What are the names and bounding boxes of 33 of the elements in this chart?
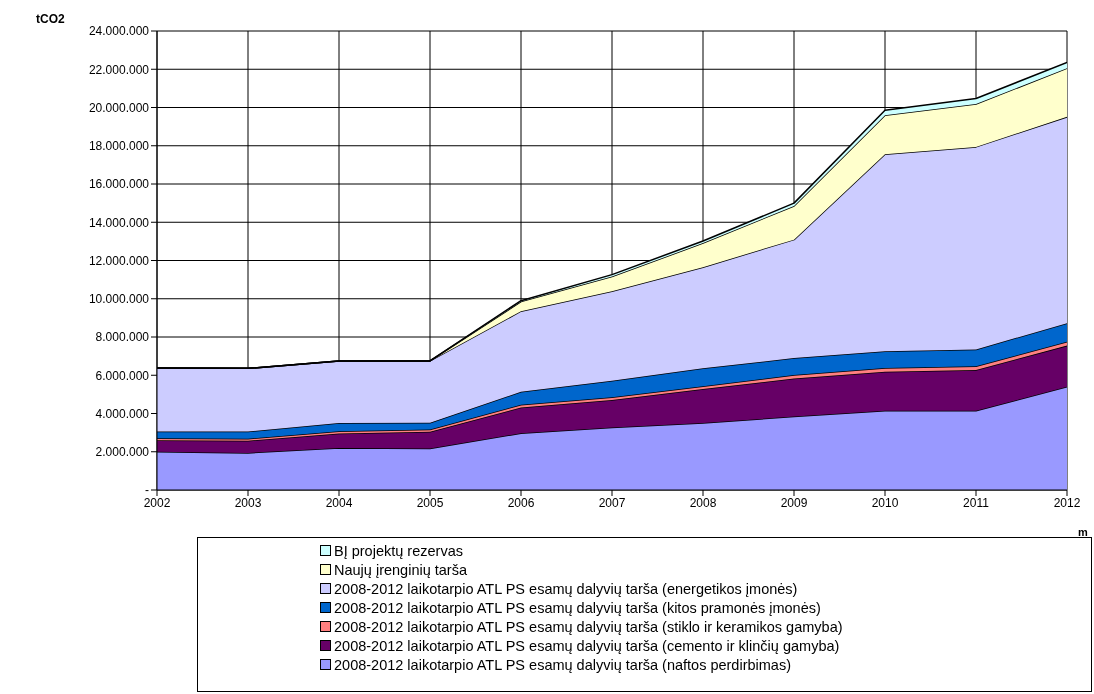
x-axis-title: m: [1078, 526, 1088, 538]
y-tick-label: 10.000.000: [88, 292, 150, 307]
legend-label: 2008-2012 laikotarpio ATL PS esamų dalyvių tarša (cemento ir klinčių gamyba): [334, 637, 840, 654]
y-tick-label: 6.000.000: [95, 368, 150, 383]
y-tick-label: 4.000.000: [95, 406, 150, 421]
y-tick-label: 16.000.000: [88, 177, 150, 192]
y-tick-label: 14.000.000: [88, 215, 150, 230]
y-tick-label: 12.000.000: [88, 253, 150, 268]
x-tick-label: 2010: [871, 495, 899, 510]
y-tick-label: -: [145, 483, 149, 498]
y-tick-label: 20.000.000: [88, 100, 150, 115]
y-axis-title: tCO2: [36, 12, 65, 26]
y-tick-label: 22.000.000: [88, 62, 150, 77]
legend-label: 2008-2012 laikotarpio ATL PS esamų dalyvių tarša (energetikos įmonės): [334, 580, 798, 597]
y-tick-label: 24.000.000: [88, 24, 150, 39]
x-tick-label: 2005: [416, 495, 444, 510]
x-tick-label: 2004: [325, 495, 353, 510]
x-tick-label: 2012: [1053, 495, 1081, 510]
y-tick-label: 18.000.000: [88, 139, 150, 154]
legend-label: Naujų įrenginių tarša: [334, 561, 467, 578]
x-tick-label: 2007: [598, 495, 626, 510]
legend-label: 2008-2012 laikotarpio ATL PS esamų dalyvių tarša (naftos perdirbimas): [334, 656, 791, 673]
legend-label: 2008-2012 laikotarpio ATL PS esamų dalyvių tarša (kitos pramonės įmonės): [334, 599, 821, 616]
x-tick-label: 2009: [780, 495, 808, 510]
x-tick-label: 2011: [963, 495, 990, 510]
x-tick-label: 2003: [234, 495, 262, 510]
x-tick-label: 2006: [507, 495, 535, 510]
y-tick-label: 2.000.000: [95, 445, 150, 460]
y-tick-label: 8.000.000: [95, 330, 150, 345]
legend-label: BĮ projektų rezervas: [334, 542, 463, 559]
x-tick-label: 2002: [143, 495, 171, 510]
legend-label: 2008-2012 laikotarpio ATL PS esamų dalyvių tarša (stiklo ir keramikos gamyba): [334, 618, 843, 635]
x-tick-label: 2008: [689, 495, 717, 510]
